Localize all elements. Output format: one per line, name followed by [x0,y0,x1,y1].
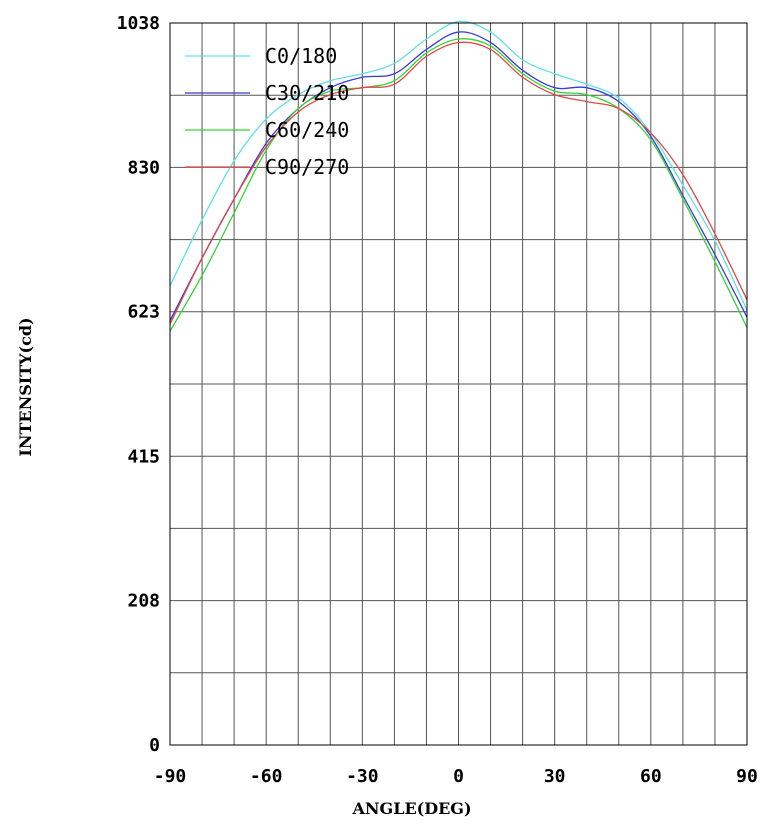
series-line-C90-270 [169,41,748,325]
y-tick-label: 830 [127,158,160,179]
x-tick-label: -60 [250,766,283,787]
plot-frame [169,22,748,746]
y-tick-label: 0 [149,735,160,756]
x-tick-label: -90 [154,766,187,787]
chart-series [169,20,748,332]
x-tick-label: 60 [640,766,662,787]
y-tick-label: 208 [127,590,160,611]
legend-label: C60/240 [265,118,349,142]
legend-label: C0/180 [265,44,337,68]
legend-label: C30/210 [265,81,349,105]
legend-label: C90/270 [265,155,349,179]
x-tick-label: 0 [453,766,464,787]
x-tick-label: 30 [544,766,566,787]
y-axis-ticks: 0 208 415 623 830 1038 [117,13,160,756]
x-tick-label: -30 [346,766,379,787]
x-axis-label: ANGLE(DEG) [351,799,471,818]
y-tick-label: 623 [127,302,160,323]
x-axis-ticks: -90 -60 -30 0 30 60 90 [154,766,758,787]
series-line-C60-240 [169,38,748,332]
y-tick-label: 415 [127,446,160,467]
y-tick-label: 1038 [117,13,160,34]
series-line-C30-210 [169,31,748,321]
chart-grid [170,23,747,745]
y-axis-label: INTENSITY(cd) [16,317,35,456]
x-tick-label: 90 [736,766,758,787]
chart-legend: C0/180 C30/210 C60/240 C90/270 [185,44,349,179]
